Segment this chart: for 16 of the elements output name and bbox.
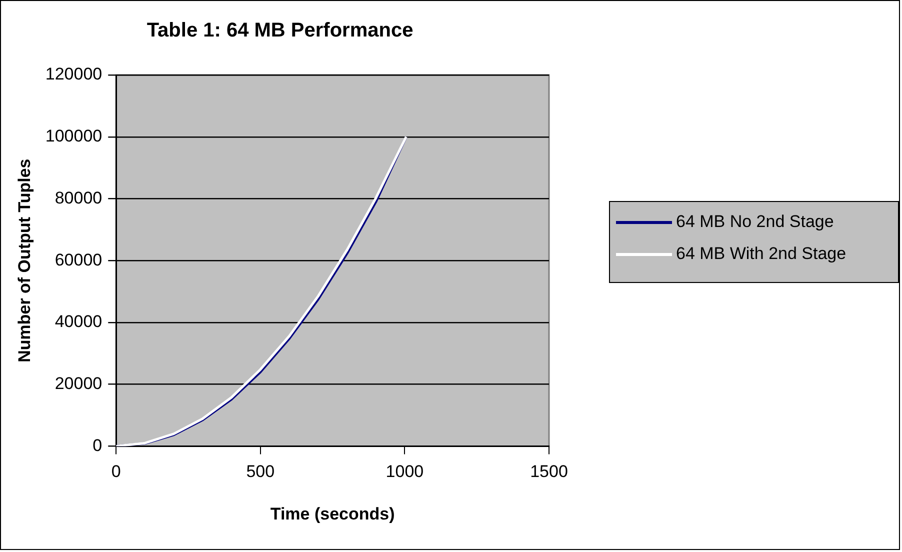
legend-label: 64 MB With 2nd Stage bbox=[676, 244, 846, 264]
x-tick-label: 0 bbox=[111, 462, 121, 482]
y-tick-label: 0 bbox=[92, 436, 102, 455]
chart-title: Table 1: 64 MB Performance bbox=[146, 20, 414, 42]
y-tick-label: 100000 bbox=[45, 126, 102, 146]
x-tick-label: 1000 bbox=[386, 462, 424, 482]
y-tick-label: 80000 bbox=[54, 188, 102, 208]
x-tick-label: 500 bbox=[246, 462, 275, 482]
y-tick-label: 40000 bbox=[54, 312, 102, 332]
x-axis-title: Time (seconds) bbox=[270, 504, 395, 524]
x-tick-label: 1500 bbox=[530, 462, 568, 482]
y-tick-label: 120000 bbox=[45, 64, 102, 84]
y-axis-title: Number of Output Tuples bbox=[14, 158, 34, 362]
y-tick-label: 20000 bbox=[54, 374, 102, 394]
y-tick-label: 60000 bbox=[54, 250, 102, 270]
legend-label: 64 MB No 2nd Stage bbox=[676, 212, 834, 232]
